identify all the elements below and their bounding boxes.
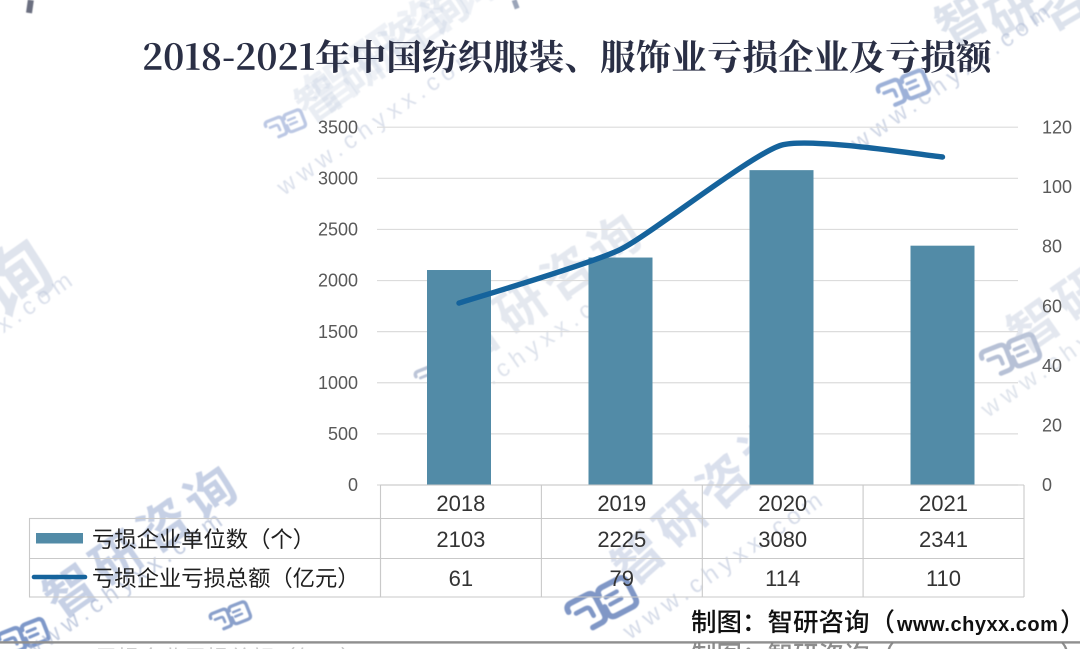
- svg-text:2500: 2500: [318, 220, 358, 240]
- svg-text:114: 114: [765, 566, 800, 591]
- svg-text:2021: 2021: [919, 491, 968, 516]
- svg-text:www.chyxx.com: www.chyxx.com: [896, 647, 1058, 649]
- svg-text:20: 20: [1042, 416, 1062, 436]
- svg-text:www.chyxx.com: www.chyxx.com: [845, 0, 1060, 157]
- svg-text:2000: 2000: [318, 271, 358, 291]
- svg-text:100: 100: [1042, 177, 1072, 197]
- svg-text:0: 0: [1042, 475, 1052, 495]
- svg-text:2225: 2225: [597, 527, 646, 552]
- svg-text:2103: 2103: [436, 527, 485, 552]
- svg-text:3000: 3000: [318, 169, 358, 189]
- svg-text:1500: 1500: [318, 322, 358, 342]
- svg-text:3500: 3500: [318, 117, 358, 137]
- svg-text:60: 60: [1042, 296, 1062, 316]
- svg-text:120: 120: [1042, 117, 1072, 137]
- svg-text:1000: 1000: [318, 373, 358, 393]
- svg-text:2020: 2020: [758, 491, 807, 516]
- svg-text:www.chyxx.com: www.chyxx.com: [896, 614, 1058, 636]
- svg-text:500: 500: [328, 424, 358, 444]
- svg-text:40: 40: [1042, 356, 1062, 376]
- svg-text:3080: 3080: [758, 527, 807, 552]
- svg-text:80: 80: [1042, 237, 1062, 257]
- svg-text:2019: 2019: [597, 491, 646, 516]
- svg-text:2341: 2341: [919, 527, 968, 552]
- svg-text:0: 0: [348, 475, 358, 495]
- svg-text:110: 110: [926, 566, 961, 591]
- svg-text:www.chyxx.com: www.chyxx.com: [0, 264, 82, 426]
- svg-text:61: 61: [449, 566, 473, 591]
- svg-text:2018: 2018: [436, 491, 485, 516]
- svg-text:79: 79: [610, 566, 634, 591]
